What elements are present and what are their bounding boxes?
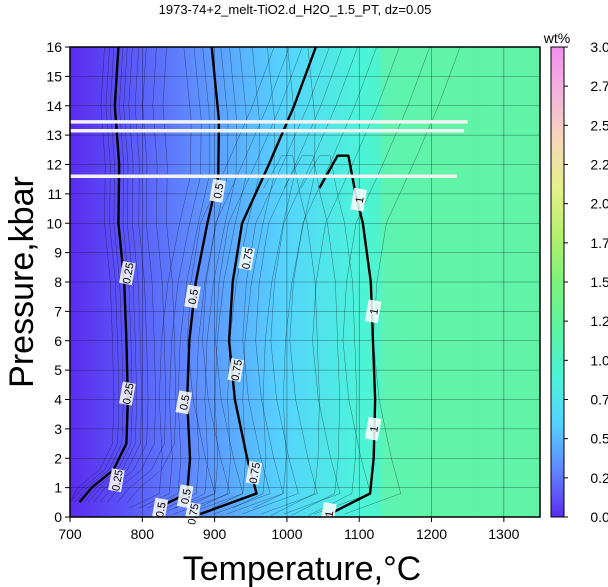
colorbar-tick-label: 2.50 [590,117,608,133]
contour-label-bg [350,187,368,212]
contour-label-group-1-0: 1 [320,502,337,526]
contour-label-1: 1 [368,425,381,433]
contour-label-bg [119,381,136,406]
contour-label-0.5: 0.5 [154,501,168,518]
contour-label-group-1-1: 1 [364,416,382,441]
contour-label-0.25: 0.25 [121,262,137,285]
contour-label-group-0.5-0: 0.5 [151,497,169,522]
contour-label-bg [238,246,255,271]
contour-label-group-0.5-2: 0.5 [175,390,193,415]
contour-label-bg [119,261,136,286]
contour-label-0.5: 0.5 [179,488,193,505]
contour-label-bg [227,358,245,382]
contour-label-1: 1 [354,196,367,204]
colorbar-tick-label: 1.00 [590,352,608,368]
y-tick-label: 0 [54,509,62,525]
contour-line-0.25 [78,46,130,504]
colorbar-tick-label: 2.00 [590,196,608,212]
contour-label-0.5: 0.5 [178,394,192,411]
y-axis-label: Pressure,kbar [3,176,41,388]
y-tick-label: 8 [54,274,62,290]
y-tick-label: 5 [54,362,62,378]
colorbar: 0.00 0.25 0.50 0.75 1.00 1.25 1.50 1.75 2.00 2.25… [550,39,608,525]
contour-label-bg [245,460,263,485]
contour-line-0.5 [156,46,221,510]
y-tick-label: 10 [46,215,62,231]
y-tick-label: 2 [54,450,62,466]
y-tick-label: 15 [46,68,62,84]
y-tick-label: 1 [54,480,62,496]
contour-label-group-0.75-1: 0.75 [238,246,256,271]
y-tick-label: 12 [46,157,62,173]
colorbar-tick-label: 1.75 [590,235,608,251]
colorbar-tick-label: 0.25 [590,470,608,486]
contour-label-group-1-3: 1 [350,187,368,212]
colorbar-tick-label: 0.00 [590,509,608,525]
contour-label-0.75: 0.75 [240,247,256,270]
contour-label-group-0.25-2: 0.25 [119,261,137,286]
colorbar-ramp [550,46,565,518]
contour-label-bg [320,502,337,526]
contour-label-group-0.25-0: 0.25 [108,468,126,493]
contour-label-0.75: 0.75 [248,462,264,485]
contour-label-bg [184,284,201,309]
contour-label-0.5: 0.5 [212,183,226,200]
contour-label-0.5: 0.5 [187,288,201,305]
contour-label-group-1-2: 1 [364,299,382,324]
y-tick-label: 11 [47,186,62,202]
contour-label-0.75: 0.75 [230,359,246,382]
contour-label-1: 1 [368,307,381,315]
y-tick-label: 6 [54,333,62,349]
y-tick-label: 9 [54,245,62,261]
contour-line-1 [318,154,377,517]
contour-label-bg [151,497,169,522]
y-tick-label: 13 [46,127,62,143]
y-tick-label: 7 [54,303,62,319]
x-axis-label: Temperature,°C [183,550,421,587]
contour-label-0.75: 0.75 [186,503,202,526]
chart-title: 1973-74+2_melt-TiO2.d_H2O_1.5_PT, dz=0.0… [159,2,432,17]
contour-label-group-0.25-1: 0.25 [119,381,137,406]
contour-label-group-0.75-0: 0.75 [227,358,246,382]
contour-label-group-0.75-3: 0.75 [184,502,202,526]
contour-label-group-0.5-3: 0.5 [184,284,201,309]
contour-label-0.25: 0.25 [121,382,137,405]
contour-label-bg [108,468,125,493]
contour-label-bg [209,178,227,203]
x-tick-label: 1200 [416,526,447,542]
y-tick-label: 14 [46,98,62,114]
x-tick-label: 800 [131,526,155,542]
contour-label-bg [175,390,193,415]
contour-label-bg [364,416,382,441]
colorbar-tick-label: 2.75 [590,78,608,94]
contour-label-0.25: 0.25 [110,469,126,492]
contour-label-bg [184,502,201,526]
colorbar-tick-label: 1.25 [590,313,608,329]
colorbar-tick-label: 1.50 [590,274,608,290]
plot-area: 0.250.250.250.50.50.50.50.50.750.750.750… [69,46,540,526]
contour-label-group-0.75-2: 0.75 [245,460,264,485]
x-tick-label: 1300 [488,526,519,542]
y-tick-label: 16 [46,39,62,55]
colorbar-label: wt% [543,30,570,46]
contour-label-1: 1 [323,510,336,518]
colorbar-tick-label: 0.50 [590,431,608,447]
x-tick-label: 1000 [271,526,302,542]
colorbar-tick-label: 2.25 [590,157,608,173]
colorbar-tick-label: 0.75 [590,392,608,408]
contour-label-bg [364,299,382,324]
x-tick-label: 1100 [344,526,374,542]
y-tick-label: 3 [54,421,62,437]
contour-label-group-0.5-4: 0.5 [209,178,227,203]
colorbar-tick-label: 3.00 [590,39,608,55]
x-tick-label: 900 [203,526,227,542]
y-tick-label: 4 [54,392,62,408]
x-tick-label: 700 [58,526,82,542]
